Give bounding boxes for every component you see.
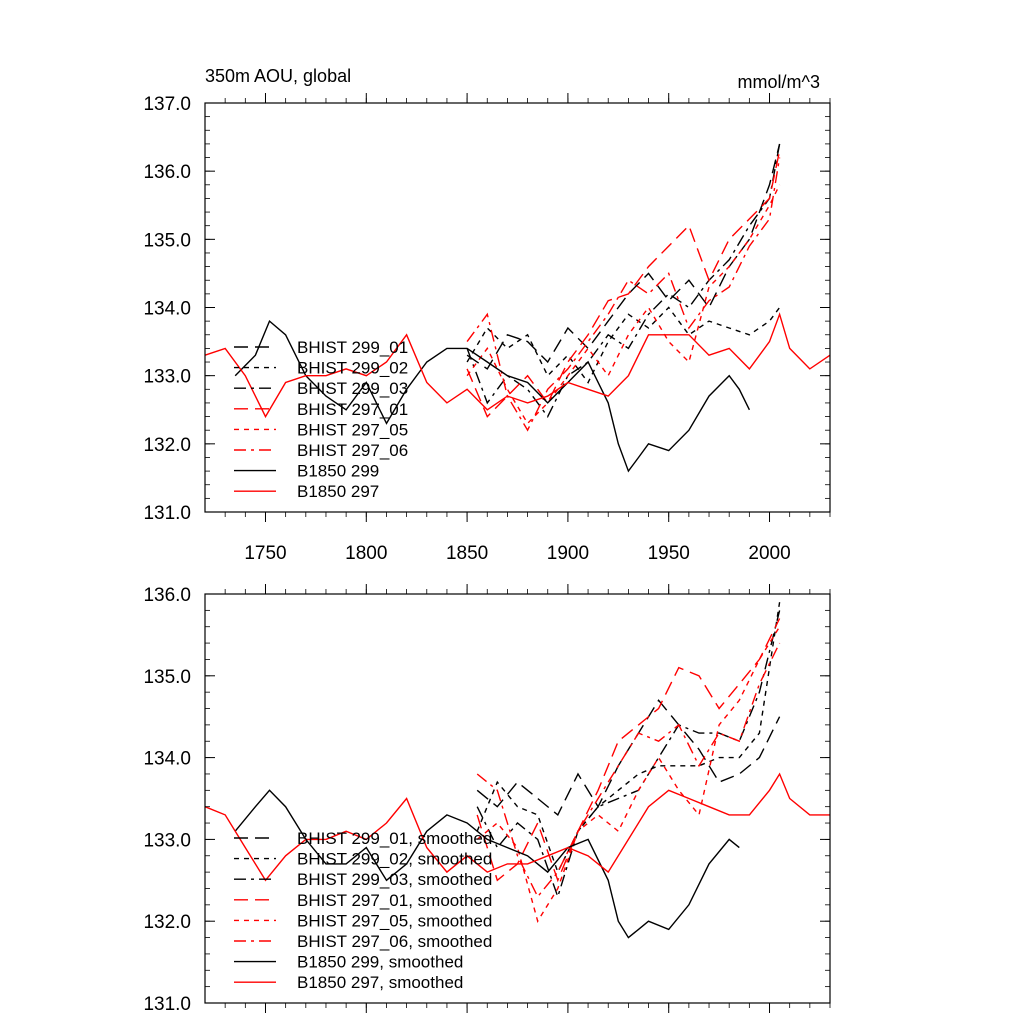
top-y-tick-label-4: 135.0 <box>143 230 191 251</box>
top-legend-label-4: BHIST 297_05 <box>297 420 408 439</box>
bottom-series-line-7 <box>204 772 830 882</box>
top-legend-label-3: BHIST 297_01 <box>297 400 408 419</box>
bottom-panel: 131.0 132.0 133.0 134.0 135.0 136.0 BHIST 299… <box>143 584 831 1015</box>
top-series-line-4 <box>466 184 781 425</box>
top-series-line-3 <box>466 150 781 418</box>
top-series-line-2 <box>466 143 781 418</box>
bottom-y-tick-label-0: 131.0 <box>143 994 191 1015</box>
top-series-line-6 <box>234 319 751 473</box>
top-legend-label-6: B1850 299 <box>297 462 379 481</box>
bottom-legend-label-0: BHIST 299_01, smoothed <box>297 829 492 848</box>
top-y-tick-label-0: 131.0 <box>143 503 191 524</box>
bottom-y-tick-label-5: 136.0 <box>143 585 191 606</box>
top-chart-title: 350m AOU, global <box>205 66 351 86</box>
top-legend-label-5: BHIST 297_06 <box>297 441 408 460</box>
bottom-y-tick-label-2: 133.0 <box>143 830 191 851</box>
top-axes: 131.0 132.0 133.0 134.0 135.0 136.0 137.0 1750 1… <box>143 93 831 564</box>
top-series-line-1 <box>466 306 781 384</box>
bottom-legend-label-6: B1850 299, smoothed <box>297 953 463 972</box>
bottom-series-group <box>204 602 830 939</box>
top-x-tick-label-4: 1950 <box>648 543 690 564</box>
top-series-line-7 <box>204 312 831 419</box>
bottom-series-line-3 <box>476 618 781 883</box>
bottom-legend-label-2: BHIST 299_03, smoothed <box>297 870 492 889</box>
top-legend-label-2: BHIST 299_03 <box>297 379 408 398</box>
top-y-tick-label-3: 134.0 <box>143 299 191 320</box>
top-series-line-0 <box>466 143 781 370</box>
top-x-tick-label-5: 2000 <box>748 543 790 564</box>
bottom-series-line-4 <box>476 626 781 923</box>
bottom-series-line-6 <box>234 789 740 939</box>
top-x-tick-label-1: 1800 <box>345 543 387 564</box>
top-x-tick-label-2: 1850 <box>446 543 488 564</box>
top-series-line-5 <box>466 157 781 432</box>
top-series-group <box>204 143 831 473</box>
top-y-tick-label-5: 136.0 <box>143 162 191 183</box>
bottom-legend-label-5: BHIST 297_06, smoothed <box>297 932 492 951</box>
top-legend-label-1: BHIST 299_02 <box>297 359 408 378</box>
bottom-series-line-1 <box>476 602 781 874</box>
bottom-legend-label-4: BHIST 297_05, smoothed <box>297 911 492 930</box>
bottom-legend-label-3: BHIST 297_01, smoothed <box>297 891 492 910</box>
bottom-series-line-5 <box>476 642 781 898</box>
top-y-tick-label-2: 133.0 <box>143 367 191 388</box>
bottom-y-tick-label-3: 134.0 <box>143 749 191 770</box>
bottom-legend-label-1: BHIST 299_02, smoothed <box>297 850 492 869</box>
bottom-axes: 131.0 132.0 133.0 134.0 135.0 136.0 <box>143 584 831 1015</box>
bottom-y-tick-label-4: 135.0 <box>143 667 191 688</box>
top-chart-units: mmol/m^3 <box>738 72 820 92</box>
bottom-plot-frame <box>204 593 831 1004</box>
bottom-legend: BHIST 299_01, smoothed BHIST 299_02, smoo… <box>234 829 492 992</box>
top-x-tick-label-3: 1900 <box>547 543 589 564</box>
top-y-tick-label-6: 137.0 <box>143 94 191 115</box>
top-x-tick-label-0: 1750 <box>244 543 286 564</box>
top-legend-label-0: BHIST 299_01 <box>297 338 408 357</box>
bottom-y-tick-label-1: 132.0 <box>143 912 191 933</box>
bottom-series-line-0 <box>476 699 781 816</box>
bottom-legend-label-7: B1850 297, smoothed <box>297 973 463 992</box>
top-panel: 350m AOU, global mmol/m^3 131.0 132.0 133.… <box>143 66 831 564</box>
top-y-tick-label-1: 132.0 <box>143 435 191 456</box>
top-legend-label-7: B1850 297 <box>297 482 379 501</box>
